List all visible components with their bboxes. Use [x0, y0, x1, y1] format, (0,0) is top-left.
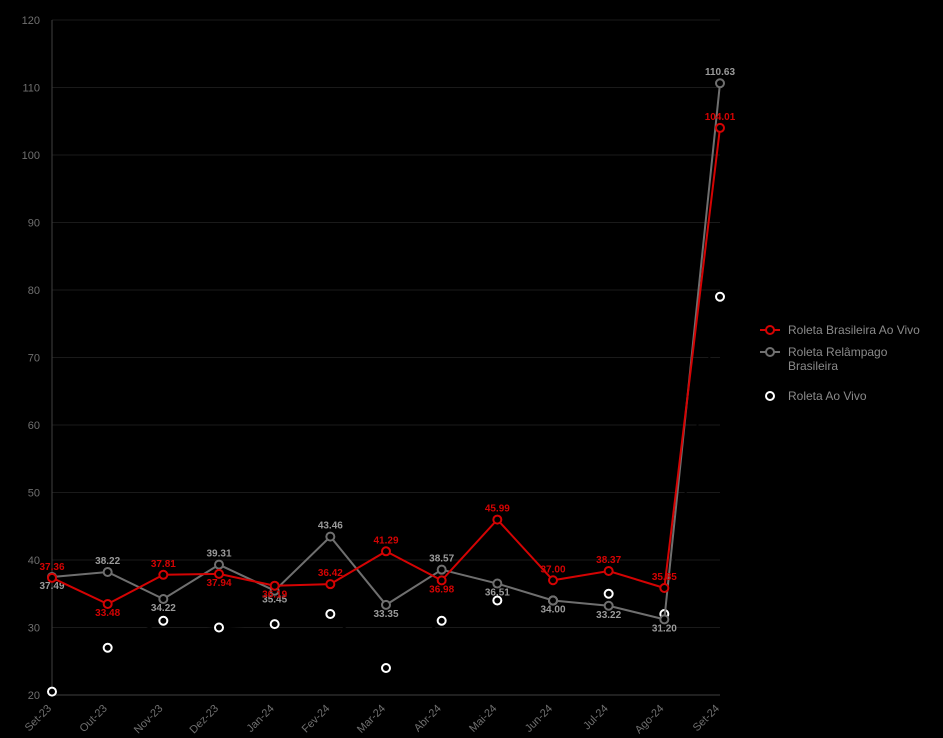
- series-marker[interactable]: [104, 600, 112, 608]
- series-marker[interactable]: [382, 601, 390, 609]
- data-label: 38.37: [596, 555, 621, 566]
- series-marker[interactable]: [549, 597, 557, 605]
- legend-swatch-marker: [766, 392, 774, 400]
- series-marker[interactable]: [438, 576, 446, 584]
- series-marker[interactable]: [48, 574, 56, 582]
- y-tick-label: 30: [28, 623, 40, 635]
- series-marker[interactable]: [271, 620, 279, 628]
- data-label: 36.19: [262, 590, 287, 601]
- data-label: 37.36: [39, 562, 64, 573]
- series-marker[interactable]: [215, 561, 223, 569]
- series-marker[interactable]: [382, 664, 390, 672]
- series-marker[interactable]: [159, 595, 167, 603]
- series-marker[interactable]: [605, 602, 613, 610]
- legend-label: Roleta Relâmpago: [788, 345, 888, 359]
- data-label: 38.57: [429, 554, 454, 565]
- data-label: 36.98: [429, 584, 454, 595]
- y-tick-label: 60: [28, 420, 40, 432]
- y-tick-label: 120: [22, 15, 40, 27]
- series-marker[interactable]: [326, 610, 334, 618]
- data-label: 37.81: [151, 559, 176, 570]
- data-label: 36.51: [485, 588, 510, 599]
- series-marker[interactable]: [493, 516, 501, 524]
- data-label: 43.46: [318, 521, 343, 532]
- series-marker[interactable]: [549, 576, 557, 584]
- legend-swatch-marker: [766, 348, 774, 356]
- series-marker[interactable]: [326, 533, 334, 541]
- series-marker[interactable]: [716, 124, 724, 132]
- data-label: 33.48: [95, 608, 120, 619]
- series-marker[interactable]: [159, 617, 167, 625]
- data-label: 38.22: [95, 556, 120, 567]
- data-label: 37.94: [206, 578, 231, 589]
- legend-label: Brasileira: [788, 359, 838, 373]
- data-label: 36.42: [318, 568, 343, 579]
- data-label: 37.00: [540, 564, 565, 575]
- series-marker[interactable]: [605, 590, 613, 598]
- legend-swatch-marker: [766, 326, 774, 334]
- series-marker[interactable]: [326, 580, 334, 588]
- data-label: 110.63: [705, 67, 735, 78]
- series-marker[interactable]: [215, 624, 223, 632]
- series-marker[interactable]: [660, 615, 668, 623]
- line-chart: 2030405060708090100110120Set-23Out-23Nov…: [0, 0, 943, 738]
- series-marker[interactable]: [660, 584, 668, 592]
- legend-label: Roleta Brasileira Ao Vivo: [788, 323, 920, 337]
- data-label: 39.31: [206, 549, 231, 560]
- y-tick-label: 20: [28, 690, 40, 702]
- data-label: 31.20: [652, 623, 677, 634]
- data-label: 35.85: [652, 572, 677, 583]
- data-label: 104.01: [705, 112, 736, 123]
- y-tick-label: 50: [28, 488, 40, 500]
- y-tick-label: 110: [22, 83, 40, 95]
- series-marker[interactable]: [716, 293, 724, 301]
- data-label: 41.29: [373, 535, 398, 546]
- data-label: 33.35: [373, 609, 398, 620]
- data-label: 33.22: [596, 610, 621, 621]
- series-marker[interactable]: [159, 571, 167, 579]
- chart-container: 2030405060708090100110120Set-23Out-23Nov…: [0, 0, 943, 738]
- series-marker[interactable]: [716, 79, 724, 87]
- series-marker[interactable]: [104, 568, 112, 576]
- series-marker[interactable]: [271, 582, 279, 590]
- y-tick-label: 90: [28, 218, 40, 230]
- y-tick-label: 80: [28, 285, 40, 297]
- series-marker[interactable]: [382, 547, 390, 555]
- series-marker[interactable]: [438, 617, 446, 625]
- data-label: 34.00: [540, 605, 565, 616]
- series-marker[interactable]: [493, 580, 501, 588]
- series-marker[interactable]: [104, 644, 112, 652]
- series-marker[interactable]: [215, 570, 223, 578]
- y-tick-label: 40: [28, 555, 40, 567]
- y-tick-label: 100: [22, 150, 40, 162]
- legend-label: Roleta Ao Vivo: [788, 389, 867, 403]
- data-label: 34.22: [151, 603, 176, 614]
- series-marker[interactable]: [48, 688, 56, 696]
- series-marker[interactable]: [438, 566, 446, 574]
- data-label: 45.99: [485, 504, 510, 515]
- y-tick-label: 70: [28, 353, 40, 365]
- series-marker[interactable]: [605, 567, 613, 575]
